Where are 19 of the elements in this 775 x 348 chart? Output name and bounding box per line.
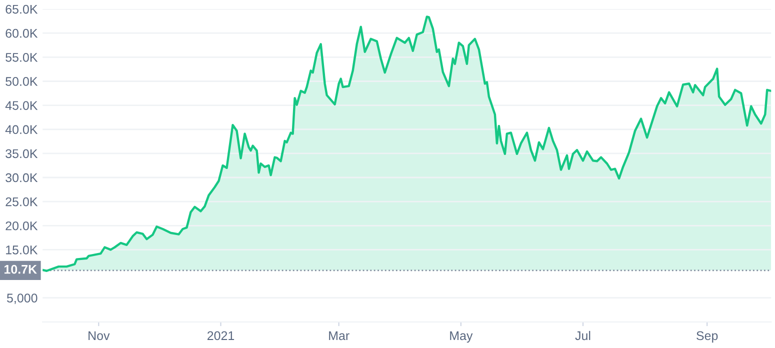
y-tick-label: 35.0K xyxy=(6,149,38,158)
y-tick-label: 25.0K xyxy=(6,197,38,206)
y-tick-label: 60.0K xyxy=(6,28,38,38)
y-tick-label: 30.0K xyxy=(6,173,38,182)
y-tick-label: 20.0K xyxy=(6,221,38,230)
x-tick-label: Sep xyxy=(696,331,718,343)
y-tick-label: 65.0K xyxy=(6,4,38,14)
y-tick-label: 55.0K xyxy=(6,52,38,62)
x-tick-label: Mar xyxy=(329,331,350,340)
x-tick-label: 2021 xyxy=(207,331,234,340)
y-tick-label: 40.0K xyxy=(5,125,38,134)
y-tick-label: 50.0K xyxy=(6,77,38,86)
y-tick-label: 5,000 xyxy=(6,294,38,304)
y-tick-label: 45.0K xyxy=(5,101,38,110)
x-tick-label: Jul xyxy=(575,330,590,340)
ref-line-label: 10.7K xyxy=(4,264,37,274)
y-tick-label: 15.0K xyxy=(6,246,38,254)
x-tick-label: May xyxy=(450,331,473,343)
x-tick-label: Nov xyxy=(88,331,110,340)
